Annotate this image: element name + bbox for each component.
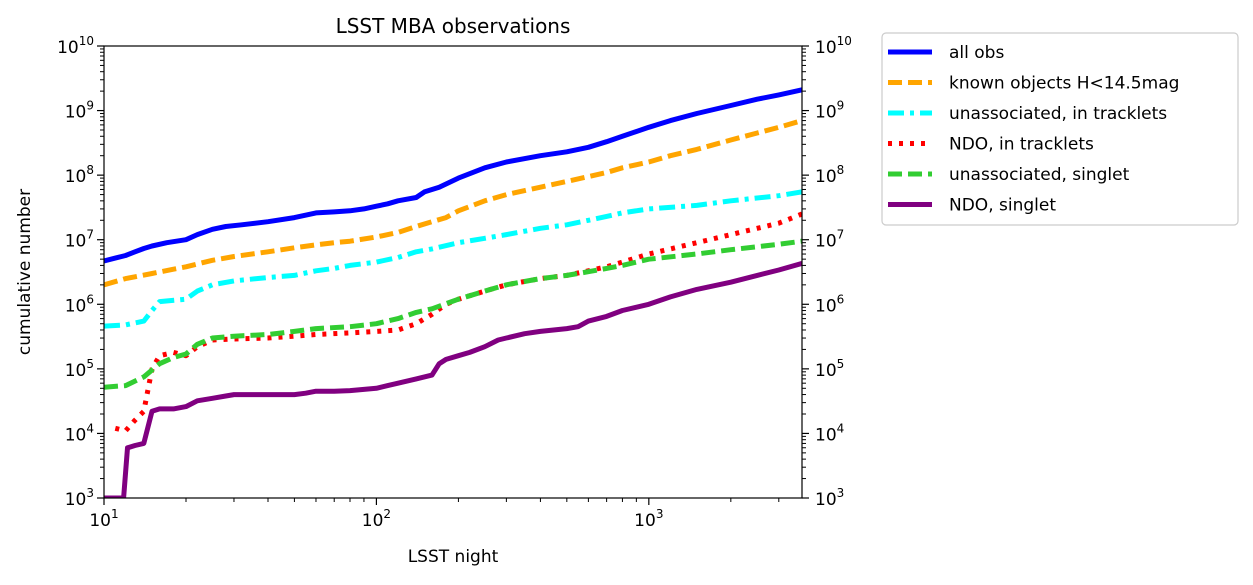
axes: 101 102 103 103 103 104 104 105 105 106 106 107 107 1… [57,34,852,531]
y-axis-title: cumulative number [15,189,35,355]
y-right-tick-label: 105 [815,357,844,381]
y-right-tick-label: 103 [815,486,844,510]
legend-label: NDO, singlet [949,196,1056,216]
y-tick-label: 107 [65,228,94,252]
legend-label: NDO, in tracklets [949,135,1094,155]
plot-area [104,87,802,498]
series-line-0 [104,87,802,264]
y-tick-label: 108 [65,163,94,187]
y-tick-label: 106 [65,292,94,316]
chart-title: LSST MBA observations [336,14,571,38]
legend-box [881,32,1239,226]
legend-label: known objects H<14.5mag [949,74,1179,94]
series-line-5 [104,260,802,498]
y-tick-label: 104 [65,421,94,445]
legend-label: unassociated, in tracklets [949,104,1167,124]
y-tick-label: 1010 [57,34,94,58]
y-tick-label: 103 [65,486,94,510]
series-line-1 [104,118,802,288]
x-tick-label: 101 [89,507,118,531]
series-line-3 [114,211,802,434]
y-right-tick-label: 1010 [815,34,852,58]
legend: all obs known objects H<14.5mag unassociat… [881,32,1239,226]
y-tick-label: 105 [65,357,94,381]
x-tick-label: 102 [362,507,391,531]
y-right-tick-label: 108 [815,163,844,187]
legend-label: unassociated, singlet [949,165,1130,185]
y-right-tick-label: 106 [815,292,844,316]
x-tick-label: 103 [634,507,663,531]
legend-label: all obs [949,43,1004,63]
y-tick-label: 109 [65,99,94,123]
x-axis-title: LSST night [408,547,499,567]
y-right-tick-label: 109 [815,99,844,123]
y-right-tick-label: 104 [815,421,844,445]
plot-frame [103,45,803,499]
series-line-4 [104,238,802,390]
y-right-tick-label: 107 [815,228,844,252]
